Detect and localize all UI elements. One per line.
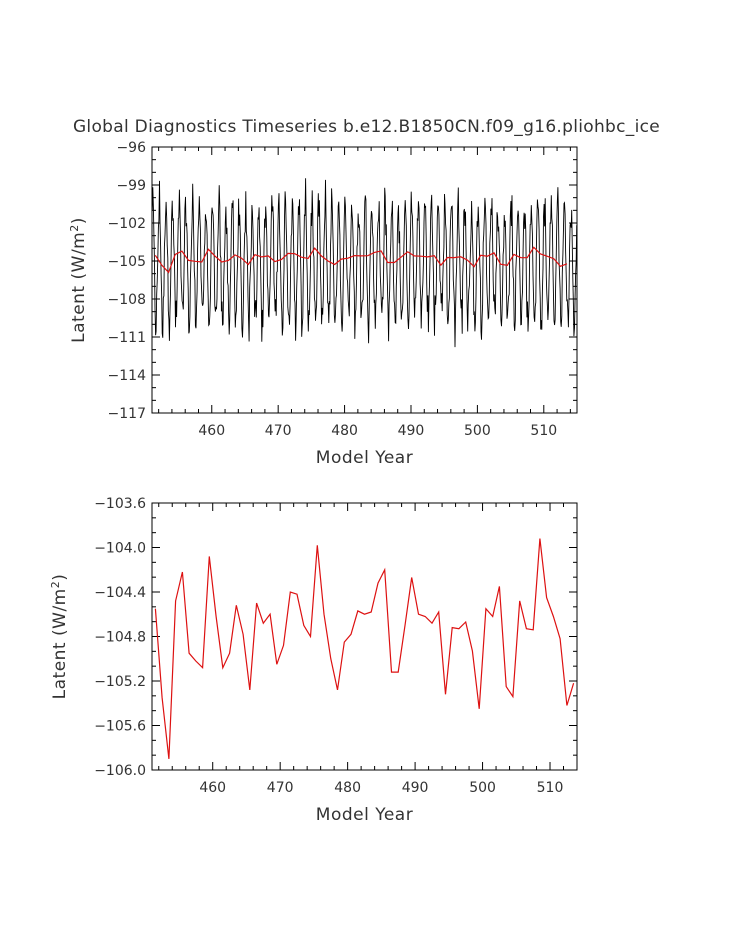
y-tick-label: −104.0 (94, 541, 146, 557)
series-line-0-1 (154, 246, 568, 274)
y-tick-label: −108 (108, 292, 146, 308)
plot-frame-1 (151, 502, 578, 771)
y-tick-label: −105 (108, 254, 146, 270)
x-tick-label: 500 (464, 423, 491, 439)
plot-frame-0 (151, 146, 578, 414)
y-axis-title: Latent (W/m2) (68, 217, 90, 343)
y-tick-label: −117 (108, 406, 146, 422)
y-tick-label: −106.0 (94, 763, 146, 779)
y-tick-label: −96 (116, 140, 146, 156)
series-line-1-0 (154, 538, 575, 759)
page-title: Global Diagnostics Timeseries b.e12.B185… (72, 117, 661, 137)
y-tick-label: −105.6 (94, 719, 146, 735)
y-tick-label: −104.4 (94, 585, 146, 601)
x-tick-label: 510 (537, 780, 564, 796)
y-tick-label: −114 (108, 368, 147, 384)
x-tick-label: 510 (530, 423, 557, 439)
x-tick-label: 480 (331, 423, 358, 439)
x-tick-label: 470 (265, 423, 292, 439)
series-line-0-0 (152, 178, 577, 348)
x-axis-title: Model Year (316, 805, 413, 825)
y-tick-label: −105.2 (94, 674, 146, 690)
x-tick-label: 500 (469, 780, 496, 796)
y-tick-label: −102 (108, 216, 146, 232)
x-tick-label: 490 (398, 423, 425, 439)
y-axis-title: Latent (W/m2) (49, 574, 71, 700)
x-tick-label: 460 (198, 423, 225, 439)
x-tick-label: 460 (199, 780, 226, 796)
x-tick-label: 480 (334, 780, 361, 796)
y-tick-label: −99 (116, 178, 146, 194)
y-tick-label: −111 (108, 330, 146, 346)
y-tick-label: −104.8 (94, 630, 146, 646)
x-tick-label: 470 (267, 780, 294, 796)
x-axis-title: Model Year (316, 448, 413, 468)
y-tick-label: −103.6 (94, 496, 146, 512)
x-tick-label: 490 (402, 780, 429, 796)
